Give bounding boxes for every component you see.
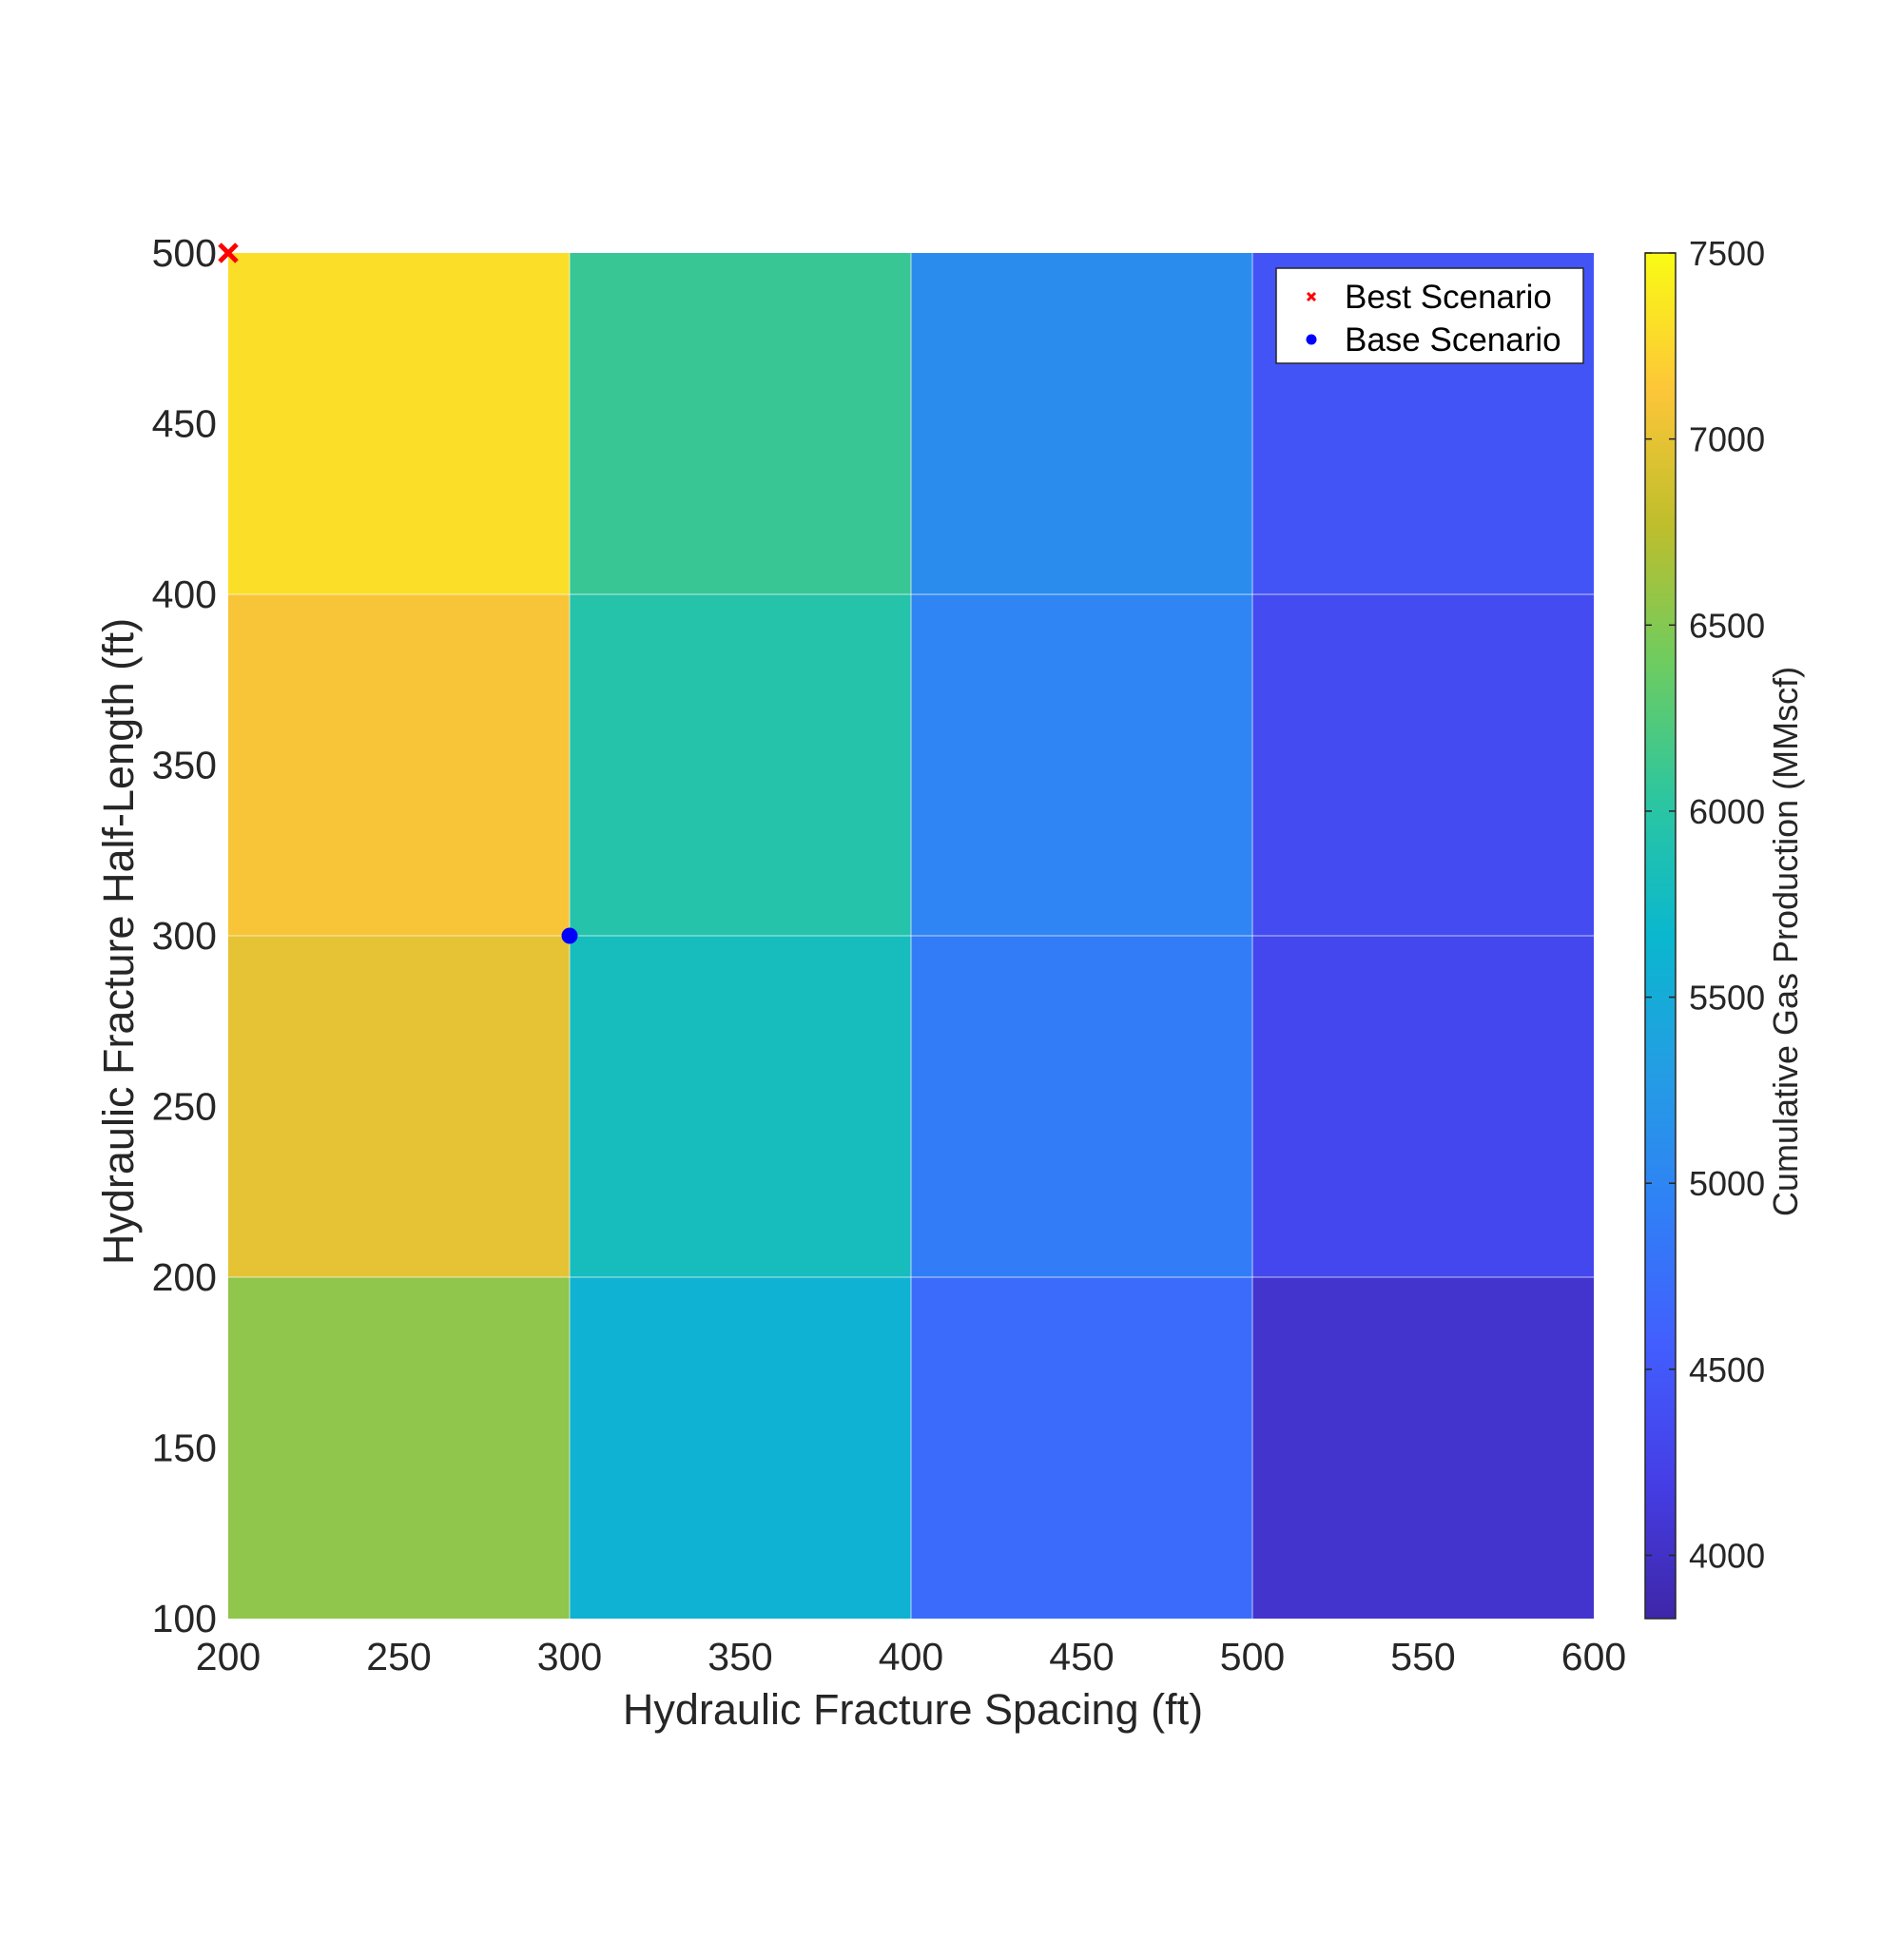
colorbar: 4000 4500 5000 5500 6000 6500 7000 7500 xyxy=(1644,234,1765,1620)
heatmap-cell xyxy=(570,594,911,936)
colorbar-tick-label: 7000 xyxy=(1689,420,1765,459)
y-tick-label: 400 xyxy=(152,572,217,616)
colorbar-tick-label: 5000 xyxy=(1689,1164,1765,1203)
legend-dot-symbol xyxy=(1306,334,1317,345)
legend: Best Scenario Base Scenario xyxy=(1275,267,1584,364)
colorbar-tick-label: 7500 xyxy=(1689,234,1765,273)
legend-entry-label: Base Scenario xyxy=(1345,321,1561,359)
x-tick-label: 450 xyxy=(1049,1635,1114,1679)
heatmap-cell xyxy=(228,1277,570,1619)
x-axis-title: Hydraulic Fracture Spacing (ft) xyxy=(623,1685,1203,1734)
legend-entry-label: Best Scenario xyxy=(1345,279,1552,316)
x-tick-label: 250 xyxy=(366,1635,431,1679)
heatmap-cell xyxy=(228,594,570,936)
legend-box xyxy=(1275,267,1584,364)
colorbar-tick-label: 4000 xyxy=(1689,1536,1765,1575)
y-tick-label: 500 xyxy=(152,231,217,275)
y-tick-label: 250 xyxy=(152,1085,217,1129)
x-tick-label: 600 xyxy=(1561,1635,1626,1679)
y-tick-label: 200 xyxy=(152,1255,217,1299)
heatmap-cell xyxy=(911,936,1252,1277)
colorbar-title: Cumulative Gas Production (MMscf) xyxy=(1766,667,1805,1216)
y-tick-label: 450 xyxy=(152,402,217,446)
y-tick-label: 100 xyxy=(152,1597,217,1640)
grid-lines xyxy=(228,253,1594,1619)
x-tick-label: 350 xyxy=(708,1635,772,1679)
colorbar-tick-label: 4500 xyxy=(1689,1350,1765,1389)
colorbar-tick-label: 6500 xyxy=(1689,606,1765,645)
axes: 200 250 300 350 400 450 500 550 600 100 150 200 250 3… xyxy=(152,231,1627,1679)
y-axis-title: Hydraulic Fracture Half-Length (ft) xyxy=(94,618,143,1265)
x-tick-label: 300 xyxy=(537,1635,602,1679)
heatmap-cell xyxy=(1252,1277,1594,1619)
colorbar-tick-label: 6000 xyxy=(1689,792,1765,831)
heatmap-cells xyxy=(228,253,1594,1619)
x-tick-label: 550 xyxy=(1390,1635,1455,1679)
y-tick-label: 350 xyxy=(152,744,217,787)
heatmap-cell xyxy=(570,253,911,594)
colorbar-gradient xyxy=(1644,252,1677,1620)
colorbar-tick-label: 5500 xyxy=(1689,979,1765,1018)
base-scenario-marker xyxy=(561,927,578,944)
x-tick-label: 500 xyxy=(1220,1635,1285,1679)
heatmap-cell xyxy=(1252,936,1594,1277)
x-tick-label: 400 xyxy=(879,1635,943,1679)
best-scenario-marker xyxy=(218,243,239,263)
legend-x-symbol xyxy=(1306,291,1317,302)
heatmap-cell xyxy=(911,594,1252,936)
heatmap-cell xyxy=(228,253,570,594)
heatmap-cell xyxy=(911,253,1252,594)
heatmap-cell xyxy=(911,1277,1252,1619)
heatmap-cell xyxy=(570,1277,911,1619)
scenario-markers xyxy=(218,243,578,944)
y-tick-label: 300 xyxy=(152,914,217,958)
heatmap-cell xyxy=(228,936,570,1277)
x-tick-label: 200 xyxy=(196,1635,261,1679)
y-tick-label: 150 xyxy=(152,1426,217,1470)
heatmap-cell xyxy=(570,936,911,1277)
heatmap-cell xyxy=(1252,594,1594,936)
